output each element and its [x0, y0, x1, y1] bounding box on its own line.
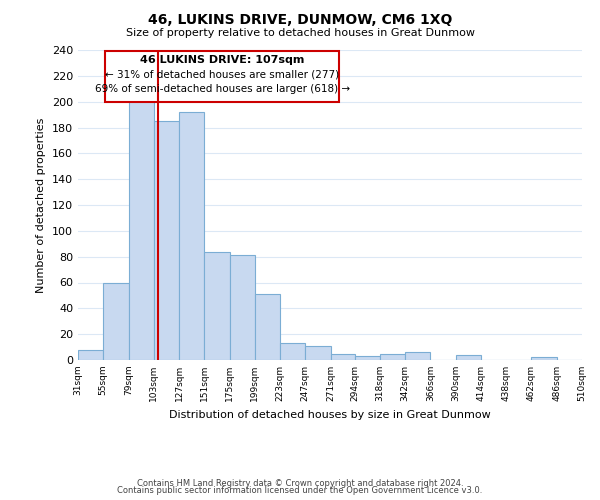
Bar — [179, 112, 204, 360]
Text: 46 LUKINS DRIVE: 107sqm: 46 LUKINS DRIVE: 107sqm — [140, 55, 304, 65]
Bar — [280, 343, 305, 360]
Bar — [305, 346, 331, 360]
Bar — [582, 358, 600, 360]
FancyBboxPatch shape — [106, 52, 339, 102]
Bar — [456, 355, 481, 360]
Text: Contains HM Land Registry data © Crown copyright and database right 2024.: Contains HM Land Registry data © Crown c… — [137, 478, 463, 488]
Bar — [405, 352, 430, 360]
Text: ← 31% of detached houses are smaller (277): ← 31% of detached houses are smaller (27… — [105, 70, 339, 80]
Bar — [355, 356, 380, 360]
Bar — [331, 354, 355, 360]
Bar — [103, 282, 128, 360]
Text: 69% of semi-detached houses are larger (618) →: 69% of semi-detached houses are larger (… — [95, 84, 350, 94]
Bar — [204, 252, 230, 360]
Bar — [532, 358, 557, 360]
Text: 46, LUKINS DRIVE, DUNMOW, CM6 1XQ: 46, LUKINS DRIVE, DUNMOW, CM6 1XQ — [148, 12, 452, 26]
X-axis label: Distribution of detached houses by size in Great Dunmow: Distribution of detached houses by size … — [169, 410, 491, 420]
Bar — [78, 350, 103, 360]
Bar — [230, 256, 255, 360]
Text: Size of property relative to detached houses in Great Dunmow: Size of property relative to detached ho… — [125, 28, 475, 38]
Bar — [128, 100, 154, 360]
Y-axis label: Number of detached properties: Number of detached properties — [37, 118, 46, 292]
Bar — [154, 121, 179, 360]
Bar — [255, 294, 280, 360]
Bar — [380, 354, 405, 360]
Text: Contains public sector information licensed under the Open Government Licence v3: Contains public sector information licen… — [118, 486, 482, 495]
